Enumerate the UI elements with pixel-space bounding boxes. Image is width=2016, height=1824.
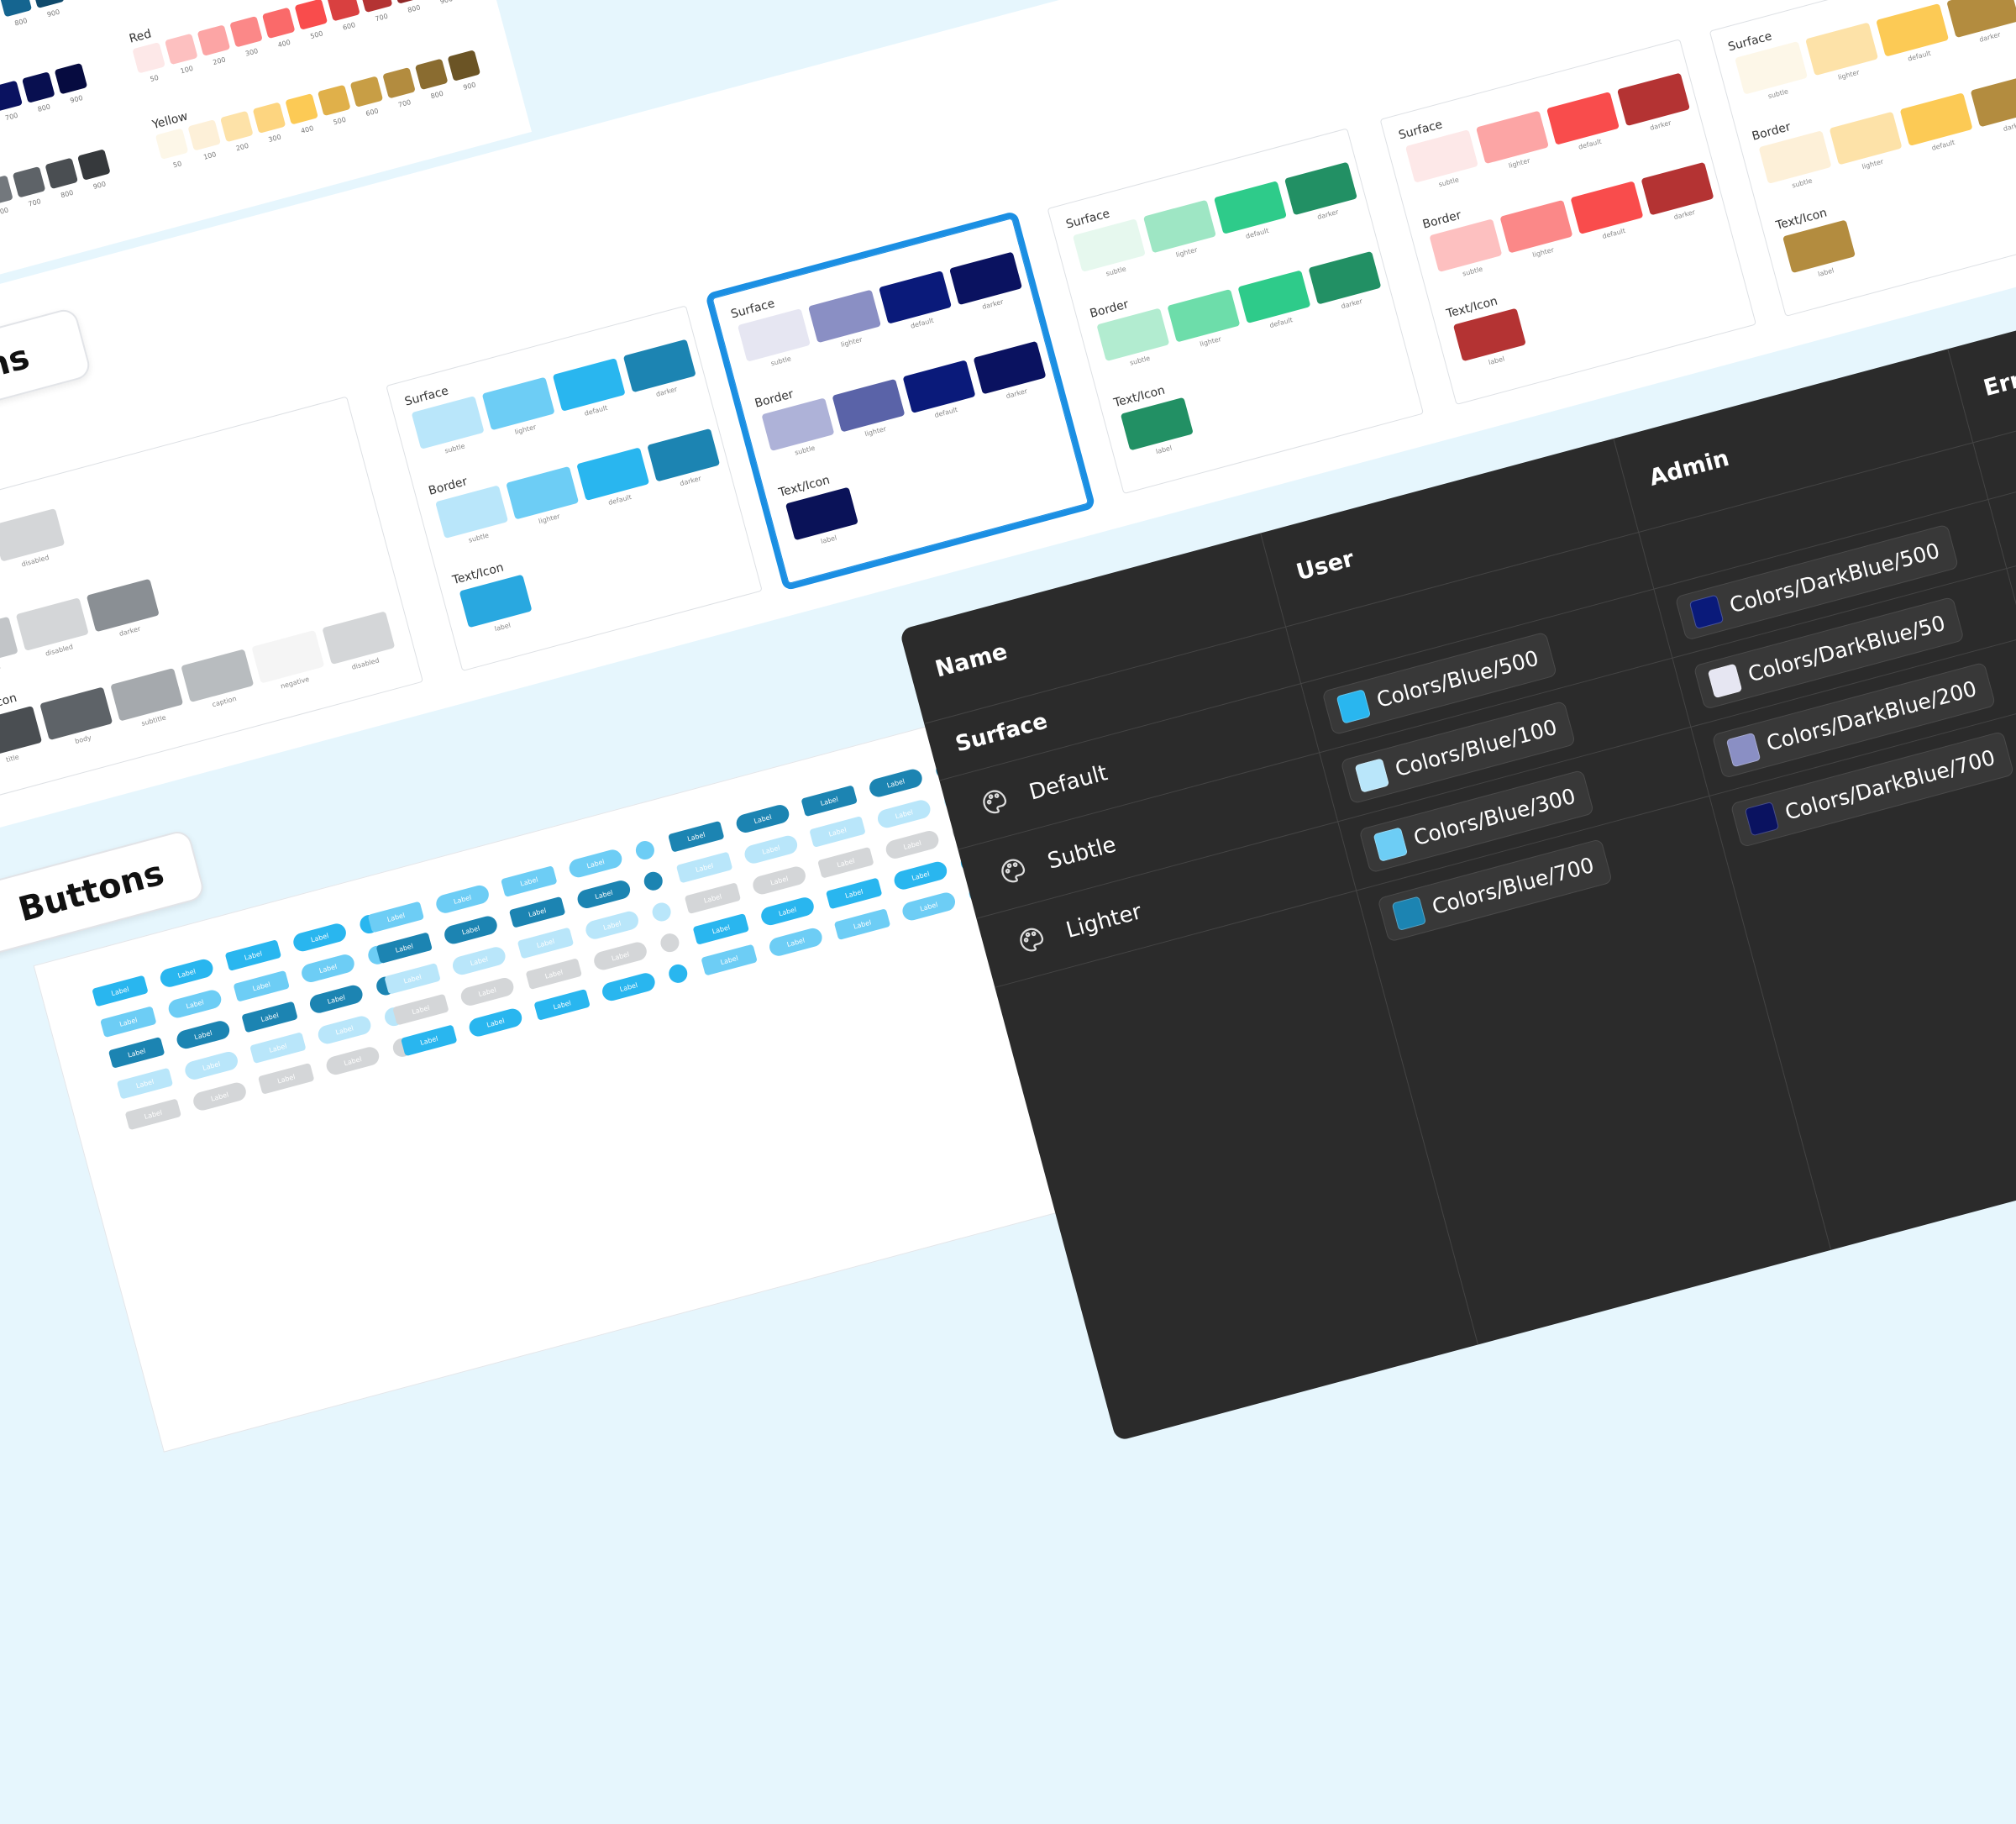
table: Name User Admin Error Surface Default Colors/B… — [899, 64, 2016, 1442]
chip-swatch — [1354, 758, 1390, 793]
chip-swatch — [1688, 594, 1725, 630]
page: TokensButtons501002003004005006007008009… — [0, 0, 2016, 1453]
chip-swatch — [1725, 732, 1761, 768]
token-swatch — [1970, 73, 2016, 128]
chip-swatch — [1744, 801, 1780, 837]
chip-swatch — [1336, 689, 1372, 724]
column-header: Error — [1981, 360, 2016, 402]
palette-icon — [1014, 923, 1049, 958]
chip-swatch — [1373, 827, 1409, 862]
palette-icon — [995, 854, 1031, 889]
swatch-label: default — [0, 657, 21, 681]
column-divider — [1260, 533, 1478, 1345]
chip-swatch — [1707, 663, 1743, 699]
column-header: User — [1294, 545, 1357, 586]
column-divider — [1613, 438, 1832, 1251]
buttons-card — [33, 715, 1097, 1453]
column-header: Name — [932, 639, 1011, 683]
chip-swatch — [1391, 896, 1427, 932]
palette-icon — [977, 785, 1012, 820]
